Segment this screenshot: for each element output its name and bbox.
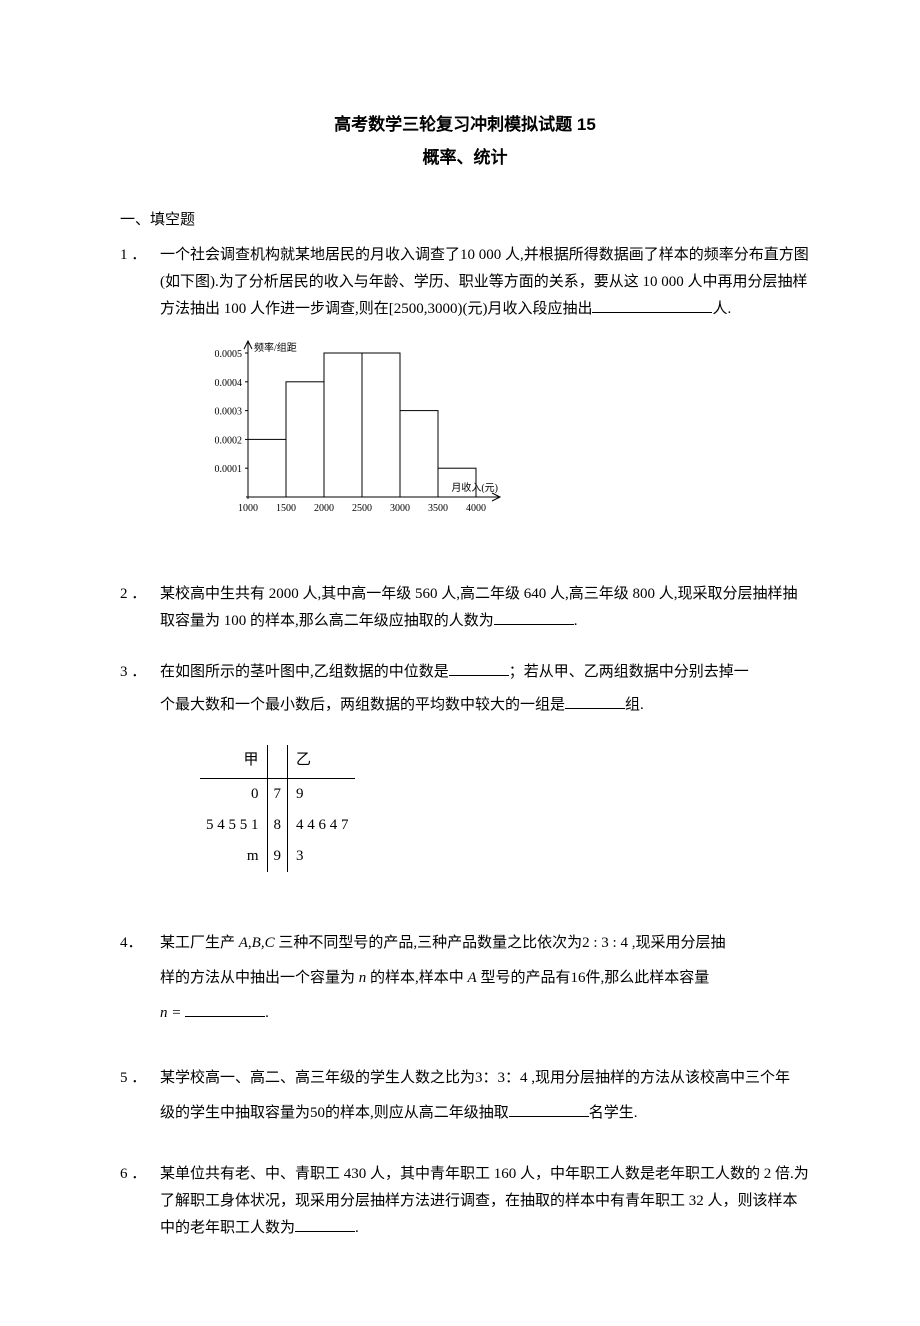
histogram-svg: 0.0001 0.0002 0.0003 0.0004 0.0005 1000 1500 20… bbox=[186, 339, 506, 529]
question-number: 5 ． bbox=[120, 1065, 160, 1127]
question-number: 3 ． bbox=[120, 659, 160, 906]
question-text: 型号的产品有16件,那么此样本容量 bbox=[477, 970, 710, 986]
svg-text:1000: 1000 bbox=[238, 503, 258, 514]
svg-text:1500: 1500 bbox=[276, 503, 296, 514]
header-stem bbox=[267, 745, 288, 779]
question-text-after: 人. bbox=[712, 301, 731, 317]
question-text: 级的学生中抽取容量为50的样本,则应从高二年级抽取 bbox=[160, 1105, 509, 1121]
section-header: 一、填空题 bbox=[120, 207, 810, 234]
stem-cell: 7 bbox=[267, 779, 288, 811]
svg-text:0.0002: 0.0002 bbox=[215, 436, 243, 447]
table-row: m 9 3 bbox=[200, 841, 355, 872]
svg-text:4000: 4000 bbox=[466, 503, 486, 514]
svg-text:2000: 2000 bbox=[314, 503, 334, 514]
question-text: ；若从甲、乙两组数据中分别去掉一 bbox=[509, 664, 749, 680]
svg-text:0.0001: 0.0001 bbox=[215, 464, 243, 475]
question-text: 某校高中生共有 2000 人,其中高一年级 560 人,高二年级 640 人,高… bbox=[160, 586, 798, 629]
question-text-after: . bbox=[355, 1220, 359, 1236]
document-title: 高考数学三轮复习冲刺模拟试题 15 bbox=[120, 110, 810, 141]
question-text: 三种不同型号的产品,三种产品数量之比依次为2 : 3 : 4 ,现采用分层抽 bbox=[275, 935, 726, 951]
question-3: 3 ． 在如图所示的茎叶图中,乙组数据的中位数是 ；若从甲、乙两组数据中分别去掉一… bbox=[120, 659, 810, 906]
answer-blank bbox=[449, 660, 509, 677]
question-body: 一个社会调查机构就某地居民的月收入调查了10 000 人,并根据所得数据画了样本… bbox=[160, 242, 810, 557]
question-text: 在如图所示的茎叶图中,乙组数据的中位数是 bbox=[160, 664, 449, 680]
variable: A bbox=[468, 970, 477, 986]
question-text: 某工厂生产 bbox=[160, 935, 239, 951]
svg-text:月收入(元): 月收入(元) bbox=[451, 481, 498, 494]
question-number: 4． bbox=[120, 930, 160, 1027]
table-header-row: 甲 乙 bbox=[200, 745, 355, 779]
table-row: 0 7 9 bbox=[200, 779, 355, 811]
answer-blank bbox=[494, 609, 574, 626]
leaf-right-cell: 3 bbox=[288, 841, 355, 872]
leaf-left-cell: 0 bbox=[200, 779, 267, 811]
stem-leaf-diagram: 甲 乙 0 7 9 5 4 5 5 1 8 4 4 6 4 7 m 9 bbox=[200, 745, 810, 872]
header-right: 乙 bbox=[288, 745, 355, 779]
question-text: 某学校高一、高二、高三年级的学生人数之比为3：3：4 ,现用分层抽样的方法从该校… bbox=[160, 1070, 790, 1086]
question-1: 1 ． 一个社会调查机构就某地居民的月收入调查了10 000 人,并根据所得数据… bbox=[120, 242, 810, 557]
table-row: 5 4 5 5 1 8 4 4 6 4 7 bbox=[200, 810, 355, 841]
question-text: 样的方法从中抽出一个容量为 bbox=[160, 970, 359, 986]
question-text: 个最大数和一个最小数后，两组数据的平均数中较大的一组是 bbox=[160, 697, 565, 713]
header-left: 甲 bbox=[200, 745, 267, 779]
leaf-left-cell: 5 4 5 5 1 bbox=[200, 810, 267, 841]
svg-text:0.0005: 0.0005 bbox=[215, 349, 243, 360]
answer-blank bbox=[565, 693, 625, 710]
svg-text:0.0003: 0.0003 bbox=[215, 407, 243, 418]
question-text-after: . bbox=[574, 613, 578, 629]
svg-text:3000: 3000 bbox=[390, 503, 410, 514]
question-body: 在如图所示的茎叶图中,乙组数据的中位数是 ；若从甲、乙两组数据中分别去掉一 个最大… bbox=[160, 659, 810, 906]
question-text: 的样本,样本中 bbox=[366, 970, 467, 986]
histogram-chart: 0.0001 0.0002 0.0003 0.0004 0.0005 1000 1500 20… bbox=[186, 339, 810, 539]
question-body: 某单位共有老、中、青职工 430 人，其中青年职工 160 人，中年职工人数是老… bbox=[160, 1161, 810, 1242]
answer-blank bbox=[295, 1216, 355, 1233]
answer-blank bbox=[509, 1101, 589, 1118]
question-text: 组. bbox=[625, 697, 644, 713]
question-number: 1 ． bbox=[120, 242, 160, 557]
question-body: 某校高中生共有 2000 人,其中高一年级 560 人,高二年级 640 人,高… bbox=[160, 581, 810, 635]
question-body: 某工厂生产 A,B,C 三种不同型号的产品,三种产品数量之比依次为2 : 3 :… bbox=[160, 930, 810, 1027]
svg-text:2500: 2500 bbox=[352, 503, 372, 514]
question-2: 2 ． 某校高中生共有 2000 人,其中高一年级 560 人,高二年级 640… bbox=[120, 581, 810, 635]
leaf-right-cell: 4 4 6 4 7 bbox=[288, 810, 355, 841]
stem-cell: 8 bbox=[267, 810, 288, 841]
stem-cell: 9 bbox=[267, 841, 288, 872]
question-6: 6 ． 某单位共有老、中、青职工 430 人，其中青年职工 160 人，中年职工… bbox=[120, 1161, 810, 1242]
document-subtitle: 概率、统计 bbox=[120, 143, 810, 174]
answer-blank bbox=[592, 297, 712, 314]
question-4: 4． 某工厂生产 A,B,C 三种不同型号的产品,三种产品数量之比依次为2 : … bbox=[120, 930, 810, 1027]
question-number: 6 ． bbox=[120, 1161, 160, 1242]
answer-blank bbox=[185, 1001, 265, 1018]
question-text-after: . bbox=[265, 1005, 269, 1021]
svg-text:0.0004: 0.0004 bbox=[215, 378, 243, 389]
question-5: 5 ． 某学校高一、高二、高三年级的学生人数之比为3：3：4 ,现用分层抽样的方… bbox=[120, 1065, 810, 1127]
leaf-right-cell: 9 bbox=[288, 779, 355, 811]
question-text: 某单位共有老、中、青职工 430 人，其中青年职工 160 人，中年职工人数是老… bbox=[160, 1166, 809, 1236]
question-body: 某学校高一、高二、高三年级的学生人数之比为3：3：4 ,现用分层抽样的方法从该校… bbox=[160, 1065, 810, 1127]
svg-text:频率/组距: 频率/组距 bbox=[254, 341, 297, 354]
svg-text:3500: 3500 bbox=[428, 503, 448, 514]
equation: n = bbox=[160, 1005, 185, 1021]
question-text-after: 名学生. bbox=[589, 1105, 638, 1121]
variable: A,B,C bbox=[239, 935, 275, 951]
stem-leaf-table: 甲 乙 0 7 9 5 4 5 5 1 8 4 4 6 4 7 m 9 bbox=[200, 745, 355, 872]
question-number: 2 ． bbox=[120, 581, 160, 635]
leaf-left-cell: m bbox=[200, 841, 267, 872]
